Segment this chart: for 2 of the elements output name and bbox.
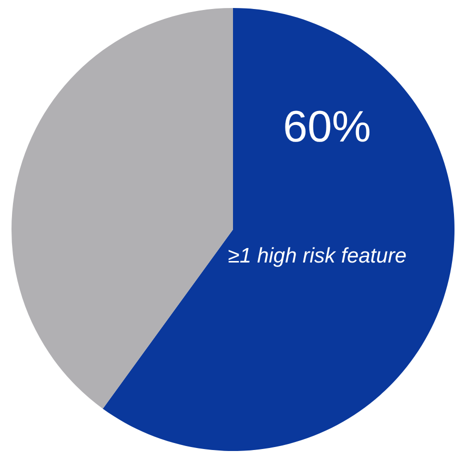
slice-label: ≥1 high risk feature [228,244,406,268]
data-label: 60% [282,102,372,152]
